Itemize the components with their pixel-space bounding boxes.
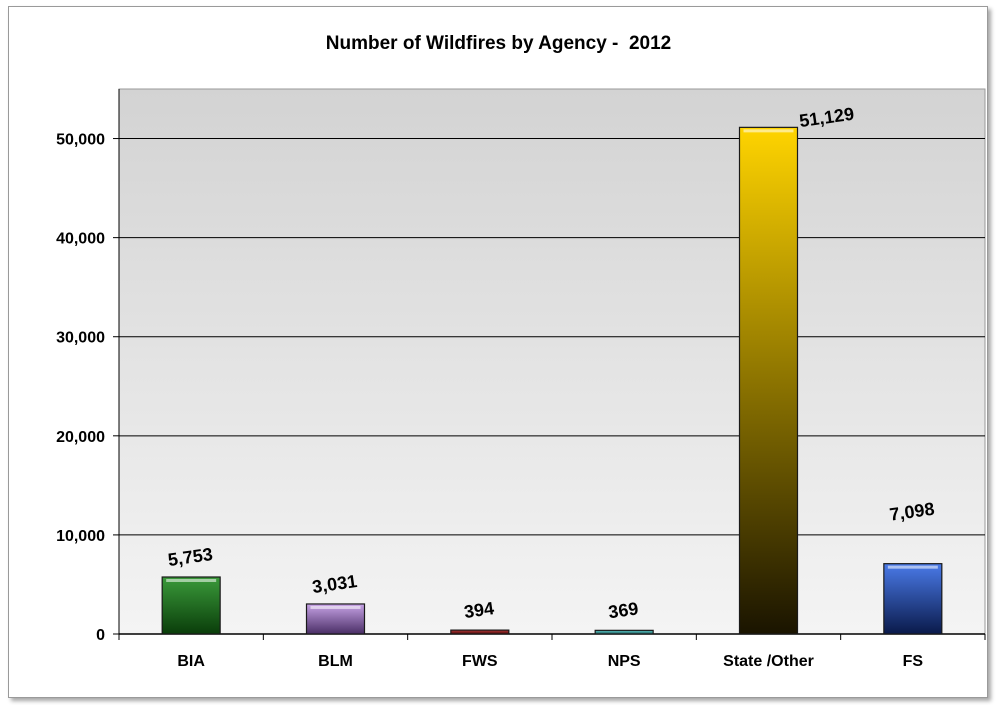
x-tick-label: State /Other (723, 653, 814, 670)
x-tick-label: NPS (608, 653, 641, 670)
data-label: 369 (607, 598, 640, 622)
plot-area (118, 88, 986, 635)
bar-state-other (738, 126, 799, 635)
bar-highlight (310, 605, 361, 609)
bar-blm (305, 603, 366, 635)
x-tick-label: FWS (462, 653, 498, 670)
x-tick-label: FS (903, 653, 924, 670)
bar-highlight (166, 578, 217, 582)
bar-bia (161, 576, 221, 635)
bar-fs (883, 563, 943, 635)
bar-fws (450, 629, 510, 635)
y-tick-label: 20,000 (56, 429, 105, 446)
data-label: 394 (463, 598, 496, 622)
y-tick-label: 40,000 (56, 231, 105, 248)
y-tick-label: 50,000 (56, 132, 105, 149)
x-tick-label: BLM (318, 653, 353, 670)
y-tick-label: 10,000 (56, 528, 105, 545)
y-tick-label: 30,000 (56, 330, 105, 347)
bar-highlight (887, 565, 938, 569)
y-tick-label: 0 (96, 627, 105, 644)
x-tick-label: BIA (177, 653, 205, 670)
bar-nps (594, 629, 654, 635)
chart-title: Number of Wildfires by Agency - 2012 (325, 33, 672, 54)
bar-highlight (743, 129, 794, 133)
